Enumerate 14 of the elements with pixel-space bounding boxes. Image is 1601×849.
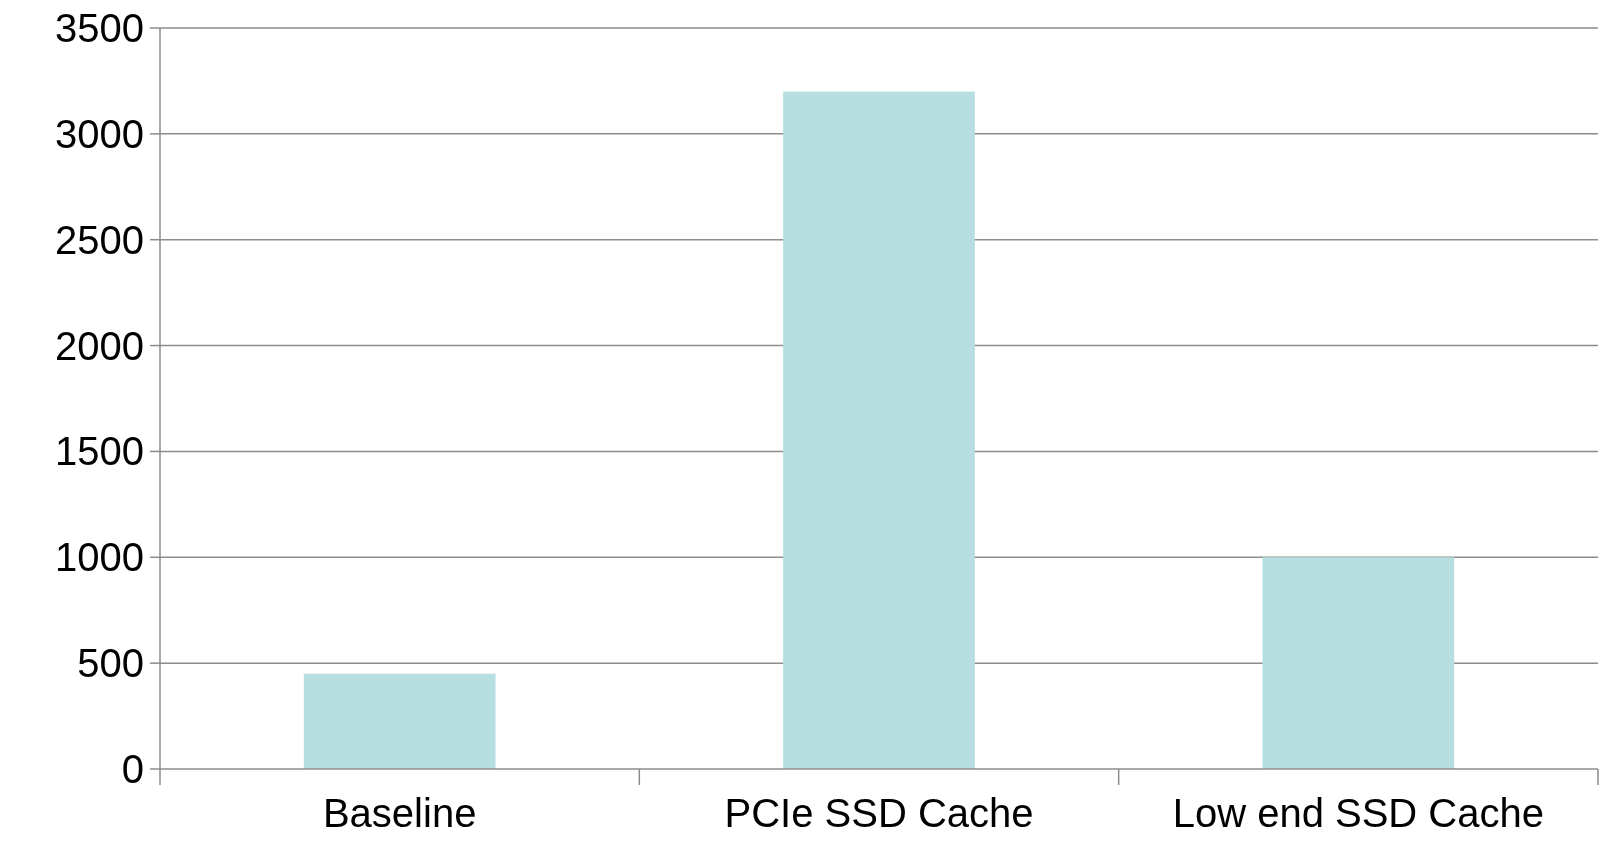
bar [303,673,496,769]
x-tick-label: PCIe SSD Cache [724,791,1034,835]
y-tick-label: 500 [77,641,144,686]
y-tick-label: 0 [121,747,144,791]
y-tick-label: 2000 [55,323,144,368]
x-tick-label: Low end SSD Cache [1172,791,1544,835]
y-tick-label: 3500 [55,6,144,50]
x-tick-label: Baseline [322,791,477,835]
y-tick-label: 2500 [55,217,144,262]
bar [783,91,975,769]
y-tick-label: 3000 [55,111,144,156]
y-tick-label: 1500 [55,429,144,474]
bar [1262,557,1455,769]
y-tick-label: 1000 [55,535,144,580]
